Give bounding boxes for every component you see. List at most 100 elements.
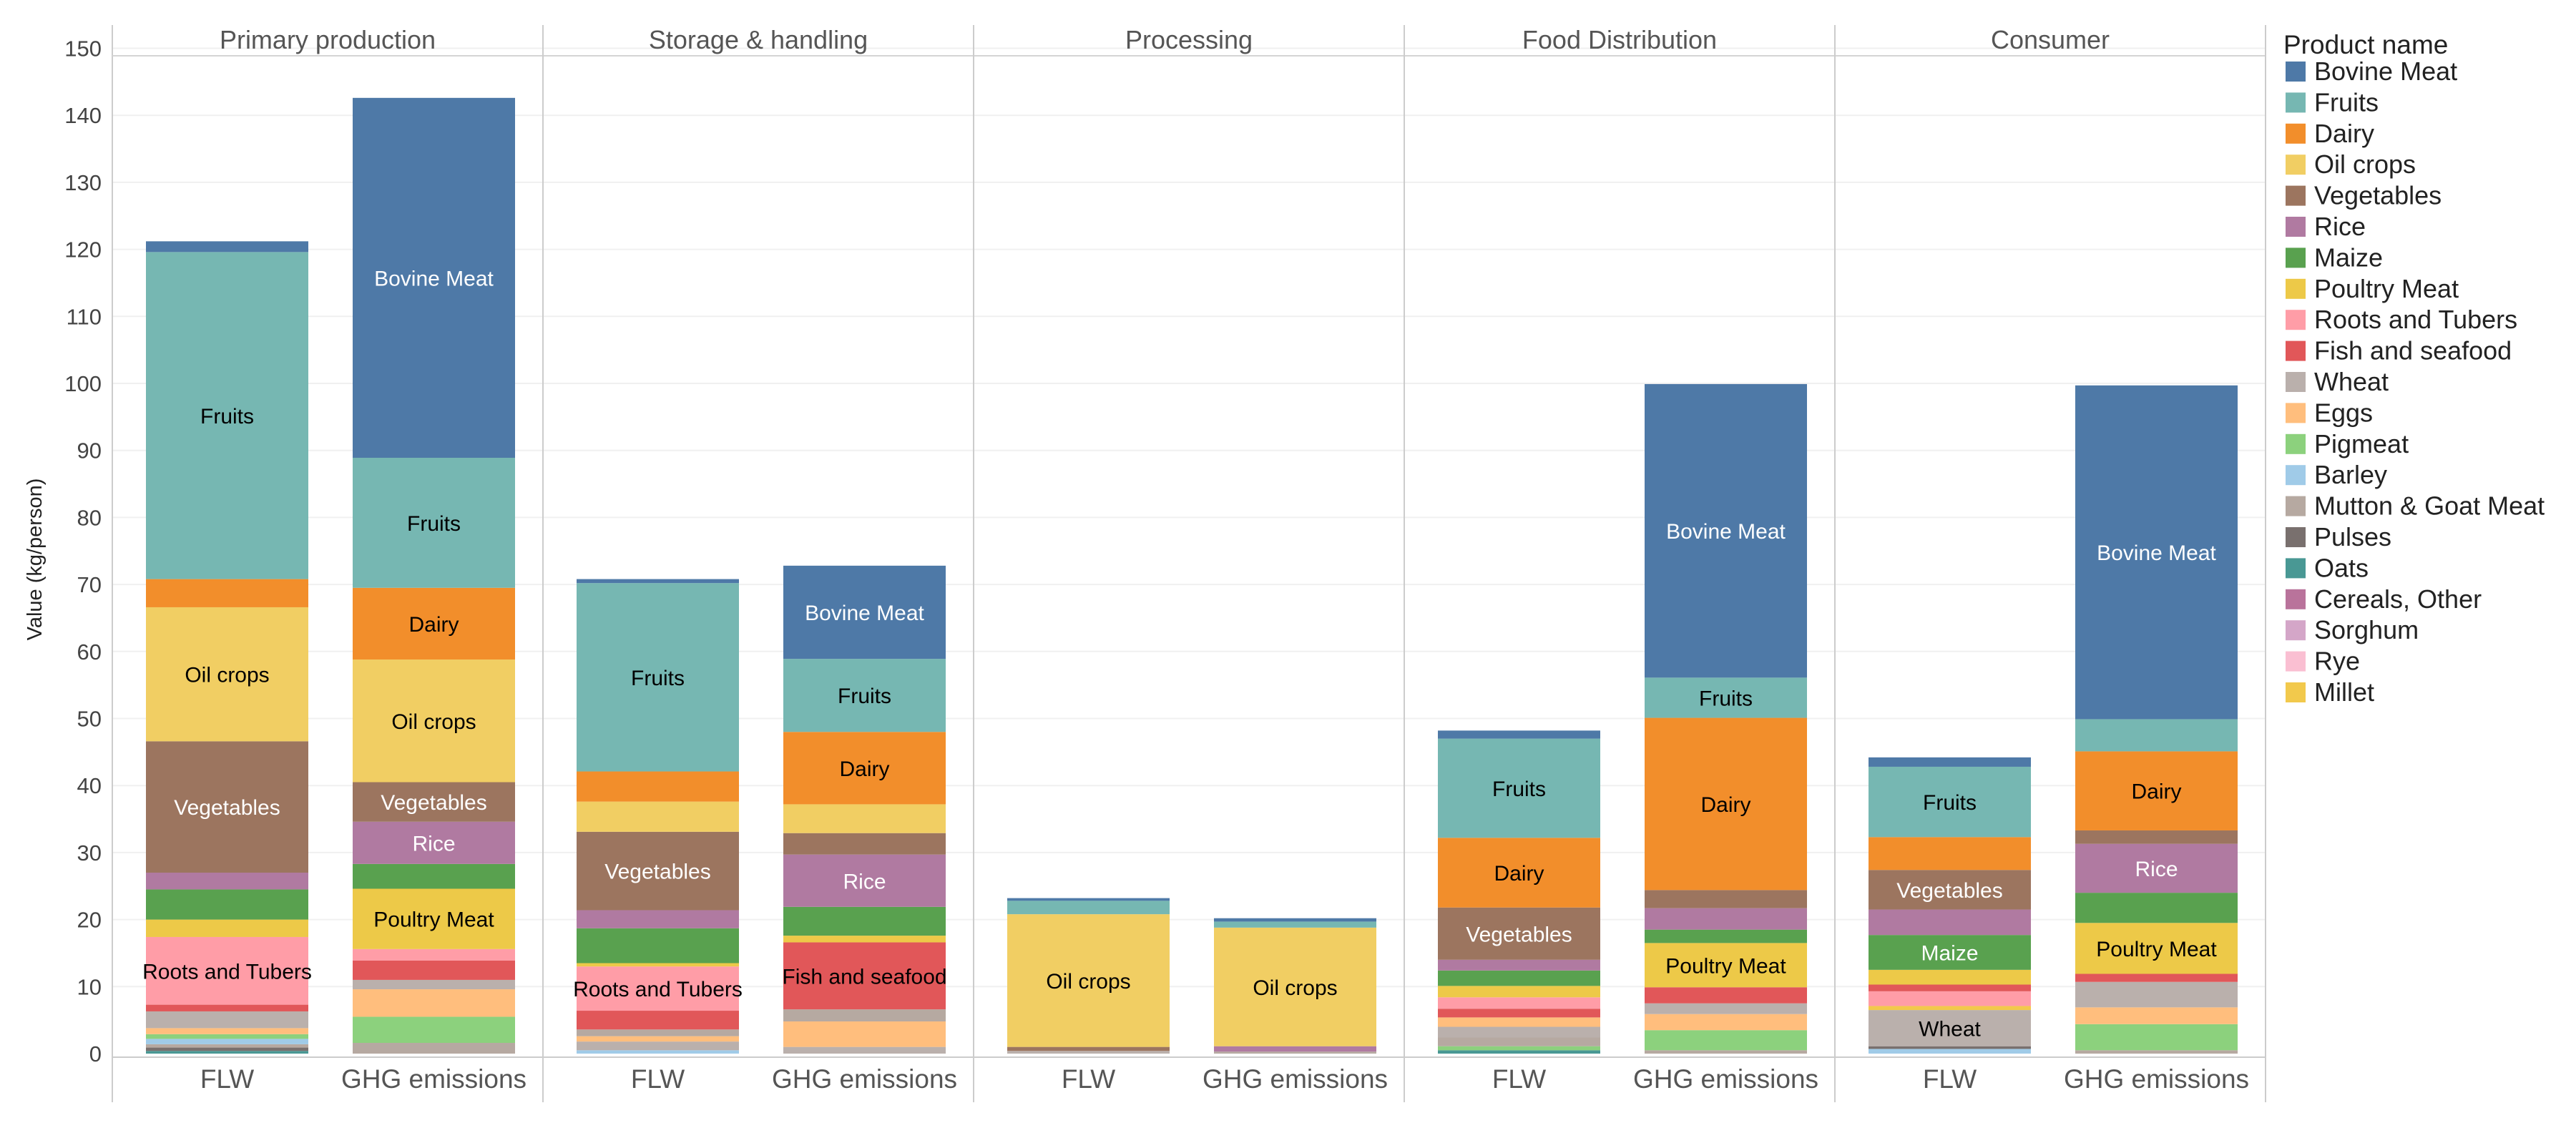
legend-item-sorghum: Sorghum [2314,615,2419,644]
bar-segment-pulses [146,1047,308,1051]
y-tick-label: 140 [64,103,102,128]
bar-segment-bovine-meat [1869,757,2031,767]
bar-segment-vegetables [1645,890,1807,908]
bar-segment-rice [1645,908,1807,930]
bar-segment-mutton-goat-meat [577,1029,739,1036]
bar-segment-wheat [1869,1010,2031,1046]
bar-segment-maize [783,906,946,936]
bar-segment-mutton-goat-meat [1438,1037,1600,1046]
bar-segment-dairy [577,771,739,802]
y-tick-label: 50 [77,707,102,732]
y-tick-label: 80 [77,505,102,530]
x-label-flw: FLW [1492,1064,1546,1094]
bar-segment-bovine-meat [146,241,308,252]
data-label: Fruits [838,685,891,708]
bar-segment-poultry-meat [353,888,515,949]
bar-segment-eggs [577,1036,739,1042]
legend-item-barley: Barley [2314,460,2387,489]
data-label: Dairy [1494,862,1544,886]
legend-swatch-eggs [2286,403,2306,423]
data-label: Bovine Meat [374,267,494,290]
legend-item-fruits: Fruits [2314,87,2379,117]
legend-item-dairy: Dairy [2314,119,2374,148]
bar-segment-vegetables [1007,1046,1170,1051]
bar-segment-fruits [783,659,946,732]
bar-segment-dairy [1438,838,1600,908]
bar-segment-roots-and-tubers [577,966,739,1011]
x-label-ghg-emissions: GHG emissions [1633,1064,1818,1094]
bar-segment-maize [577,928,739,963]
bar-segment-rice [1438,959,1600,971]
bar-segment-pulses [1869,1046,2031,1049]
bar-segment-poultry-meat [1438,986,1600,998]
bar-segment-millet [1869,1006,2031,1011]
x-label-flw: FLW [1923,1064,1977,1094]
data-label: Rice [2135,858,2178,881]
x-label-flw: FLW [200,1064,254,1094]
y-tick-label: 120 [64,237,102,263]
data-label: Rice [843,870,886,893]
y-tick-label: 110 [67,304,102,329]
bar-segment-bovine-meat [577,579,739,584]
bar-segment-oil-crops [1214,927,1376,1046]
bar-segment-oil-crops [1007,914,1170,1047]
bar-segment-mutton-goat-meat [353,1043,515,1054]
bar-segment-rice [146,873,308,890]
bar-segment-wheat [783,1046,946,1054]
x-label-ghg-emissions: GHG emissions [2064,1064,2249,1094]
bar-segment-eggs [1645,1014,1807,1031]
data-label: Dairy [408,613,459,637]
bar-segment-barley [1869,1049,2031,1054]
data-label: Vegetables [1896,879,2002,903]
bar-segment-wheat [577,1041,739,1051]
legend-swatch-maize [2286,247,2306,268]
bar-segment-dairy [783,732,946,805]
legend-swatch-fruits [2286,92,2306,113]
bar-segment-fish-and-seafood [783,942,946,1010]
bar-segment-poultry-meat [577,963,739,967]
y-tick-label: 60 [77,639,102,664]
data-label: Dairy [2131,780,2181,804]
data-label: Poultry Meat [1665,954,1786,978]
bar-segment-mutton-goat-meat [1645,1050,1807,1054]
data-label: Rice [412,832,455,855]
data-label: Bovine Meat [805,602,924,625]
bar-segment-oats [1438,1050,1600,1054]
bar-segment-maize [146,889,308,920]
bar-segment-bovine-meat [1214,918,1376,922]
legend-item-cereals-other: Cereals, Other [2314,584,2482,614]
bar-segment-mutton-goat-meat [2075,1050,2238,1054]
bar-segment-rice [577,910,739,928]
y-tick-label: 30 [77,840,102,865]
legend-item-bovine-meat: Bovine Meat [2314,57,2457,86]
legend-swatch-oil-crops [2286,155,2306,175]
y-tick-label: 20 [77,908,102,933]
data-label: Vegetables [604,860,710,884]
legend-title: Product name [2283,30,2448,59]
bar-segment-fruits [1869,766,2031,838]
legend-swatch-pigmeat [2286,433,2306,454]
bar-segment-roots-and-tubers [1869,991,2031,1006]
bar-segment-poultry-meat [1645,943,1807,988]
panel-title-food-distribution: Food Distribution [1522,25,1717,54]
bar-segment-dairy [1645,717,1807,891]
y-tick-label: 0 [89,1041,102,1066]
legend-swatch-fish-and-seafood [2286,340,2306,361]
bar-segment-vegetables [2075,830,2238,844]
data-label: Bovine Meat [2097,541,2216,565]
bar-segment-fruits [1645,677,1807,718]
bar-segment-dairy [2075,751,2238,830]
bar-segment-bovine-meat [2075,385,2238,720]
y-tick-label: 10 [77,974,102,999]
bar-segment-maize [1645,929,1807,943]
x-axis-labels: FLW GHG emissions FLW GHG emissions FLW GHG e… [200,1064,2249,1094]
legend-item-mutton-goat-meat: Mutton & Goat Meat [2314,491,2545,521]
legend-item-poultry-meat: Poultry Meat [2314,274,2459,303]
bar-segment-poultry-meat [1869,969,2031,985]
legend-swatch-vegetables [2286,185,2306,206]
data-label: Dairy [839,757,889,781]
legend-swatch-barley [2286,465,2306,486]
bar-segment-rice [1214,1046,1376,1052]
bar-segment-roots-and-tubers [353,948,515,961]
bar-segment-poultry-meat [146,919,308,937]
